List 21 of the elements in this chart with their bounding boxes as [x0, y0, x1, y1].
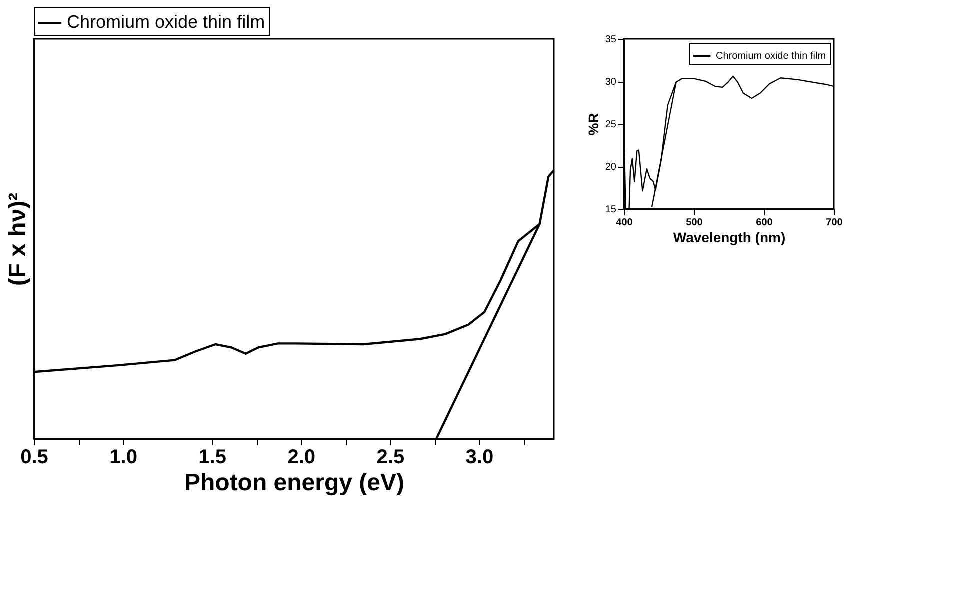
- y-axis-title: %R: [585, 113, 602, 136]
- legend-label: Chromium oxide thin film: [716, 51, 826, 62]
- y-tick-label: 30: [605, 77, 617, 88]
- x-tick-label: 500: [686, 218, 704, 228]
- x-tick-label: 0.5: [20, 446, 48, 468]
- x-axis-title: Photon energy (eV): [184, 470, 405, 496]
- x-tick-label: 3.0: [466, 446, 494, 468]
- x-tick-label: 2.0: [288, 446, 316, 468]
- x-axis-title: Wavelength (nm): [673, 230, 786, 246]
- y-tick-label: 20: [605, 162, 617, 173]
- y-tick-label: 35: [605, 34, 617, 46]
- y-tick-label: 15: [605, 204, 617, 216]
- y-tick-label: 25: [605, 120, 617, 130]
- x-tick-label: 400: [616, 218, 634, 228]
- x-tick-label: 1.0: [110, 446, 138, 468]
- legend-label: Chromium oxide thin film: [67, 12, 266, 32]
- y-axis-title: (F x hν)²: [4, 192, 32, 286]
- x-tick-label: 700: [826, 218, 844, 228]
- x-tick-label: 1.5: [198, 446, 226, 468]
- x-tick-label: 2.5: [376, 446, 405, 468]
- x-tick-label: 600: [756, 218, 774, 228]
